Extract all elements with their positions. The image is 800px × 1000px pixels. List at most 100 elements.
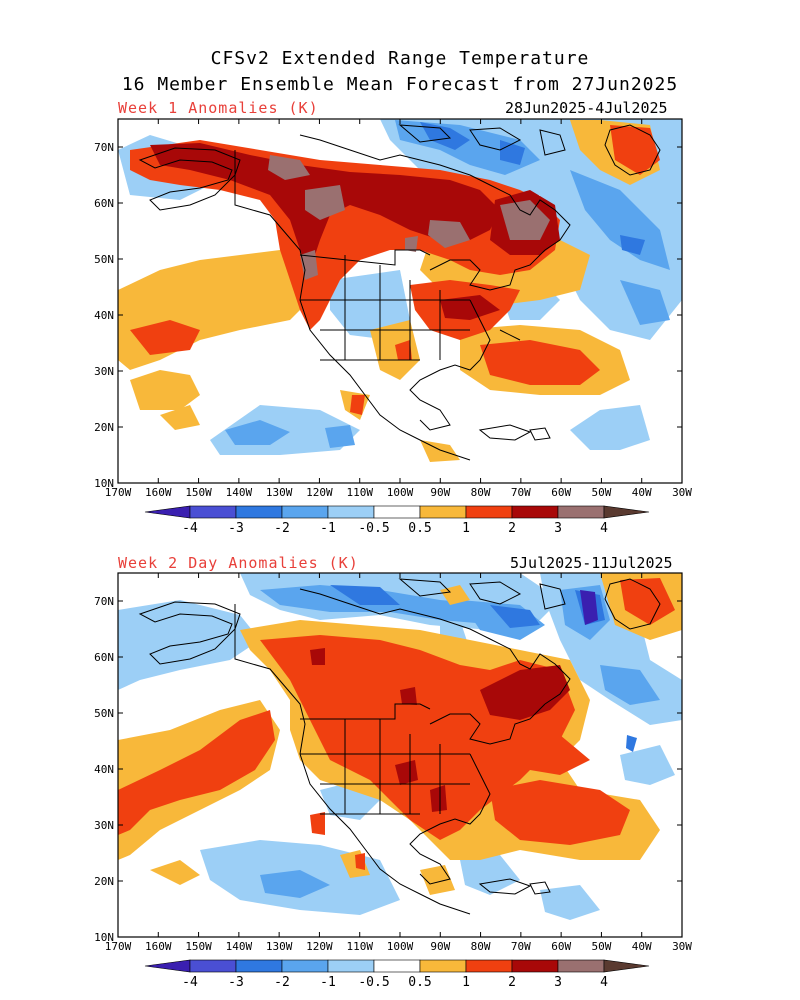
colorbar-right-arrow — [603, 505, 650, 519]
panel1-lat-label: 70N — [94, 141, 114, 154]
panel2-lat-label: 20N — [94, 875, 114, 888]
panel1-lat-label: 60N — [94, 197, 114, 210]
colorbar-label: 4 — [600, 975, 608, 990]
panel2-lon-label: 130W — [266, 940, 293, 953]
panel1-anomaly-field — [118, 119, 682, 483]
colorbar-label: -2 — [274, 521, 290, 536]
colorbar-right-arrow — [603, 959, 650, 973]
panel2-title: Week 2 Day Anomalies (K) — [118, 554, 359, 572]
colorbar-label: 2 — [508, 521, 516, 536]
panel1-lon-label: 160W — [145, 486, 172, 499]
colorbar-swatch — [419, 505, 467, 519]
panel2-dates: 5Jul2025-11Jul2025 — [510, 554, 673, 572]
colorbar-swatch — [235, 505, 283, 519]
colorbar-swatch — [189, 505, 237, 519]
colorbar-label: 3 — [554, 521, 562, 536]
panel2-lat-label: 40N — [94, 763, 114, 776]
panel1-lon-label: 70W — [511, 486, 531, 499]
panel1-lon-label: 80W — [471, 486, 491, 499]
panel1-title: Week 1 Anomalies (K) — [118, 99, 319, 117]
panel1-lon-label: 40W — [632, 486, 652, 499]
colorbar-swatch — [557, 505, 605, 519]
panel2-lat-label: 60N — [94, 651, 114, 664]
panel1-dates: 28Jun2025-4Jul2025 — [505, 99, 668, 117]
colorbar-label: 1 — [462, 521, 470, 536]
colorbar-swatch — [189, 959, 237, 973]
panel1-lat-label: 10N — [94, 477, 114, 490]
colorbar-swatch — [511, 959, 559, 973]
chart-title-line1: CFSv2 Extended Range Temperature — [210, 48, 590, 69]
colorbar-2: -4 -3 -2 -1 -0.5 0.5 1 2 3 4 — [144, 959, 650, 990]
colorbar-swatch — [373, 959, 421, 973]
panel2-lat-label: 10N — [94, 931, 114, 944]
panel1-lat-label: 50N — [94, 253, 114, 266]
panel1-lat-label: 40N — [94, 309, 114, 322]
colorbar-label: -3 — [228, 521, 244, 536]
colorbar-label: -0.5 — [358, 521, 389, 536]
colorbar-swatch — [327, 959, 375, 973]
colorbar-label: -3 — [228, 975, 244, 990]
colorbar-label: -0.5 — [358, 975, 389, 990]
panel2-lon-label: 100W — [387, 940, 414, 953]
colorbar-label: -4 — [182, 521, 198, 536]
colorbar-swatch — [419, 959, 467, 973]
colorbar-label: 0.5 — [408, 975, 431, 990]
colorbar-1: -4 -3 -2 -1 -0.5 0.5 1 2 3 4 — [144, 505, 650, 536]
colorbar-label: -1 — [320, 975, 336, 990]
panel2-lon-label: 120W — [306, 940, 333, 953]
panel2-lon-label: 160W — [145, 940, 172, 953]
panel1-coastlines — [138, 124, 661, 461]
colorbar-swatch — [281, 959, 329, 973]
colorbar-label: 4 — [600, 521, 608, 536]
colorbar-swatch — [511, 505, 559, 519]
colorbar-label: -1 — [320, 521, 336, 536]
panel2-lon-label: 80W — [471, 940, 491, 953]
panel2-lat-label: 50N — [94, 707, 114, 720]
colorbar-swatch — [373, 505, 421, 519]
panel1-lon-label: 140W — [226, 486, 253, 499]
chart-title-line2: 16 Member Ensemble Mean Forecast from 27… — [121, 74, 679, 95]
panel2-coastlines — [138, 578, 661, 915]
panel2-lon-label: 40W — [632, 940, 652, 953]
colorbar-swatch — [557, 959, 605, 973]
panel1-lon-label: 110W — [346, 486, 373, 499]
colorbar-label: -4 — [182, 975, 198, 990]
colorbar-label: 1 — [462, 975, 470, 990]
colorbar-swatch — [465, 505, 513, 519]
panel1-lon-label: 120W — [306, 486, 333, 499]
panel1-lon-label: 170W — [105, 486, 132, 499]
panel2-lat-label: 70N — [94, 595, 114, 608]
panel1-lon-label: 100W — [387, 486, 414, 499]
panel1-axes: 170W 160W 150W 140W 130W 120W 110W 100W 90W 80W 70… — [94, 119, 692, 499]
colorbar-swatch — [327, 505, 375, 519]
panel2-lon-label: 110W — [346, 940, 373, 953]
colorbar-swatch — [465, 959, 513, 973]
colorbar-label: 3 — [554, 975, 562, 990]
colorbar-swatch — [235, 959, 283, 973]
panel2-lon-label: 70W — [511, 940, 531, 953]
panel1-lon-label: 90W — [430, 486, 450, 499]
panel2-lat-label: 30N — [94, 819, 114, 832]
panel2-lon-label: 50W — [591, 940, 611, 953]
colorbar-swatch — [281, 505, 329, 519]
panel1-lat-label: 30N — [94, 365, 114, 378]
panel2-lon-label: 90W — [430, 940, 450, 953]
colorbar-left-arrow — [144, 505, 191, 519]
panel1-lon-label: 150W — [185, 486, 212, 499]
panel1-lon-label: 130W — [266, 486, 293, 499]
colorbar-label: 2 — [508, 975, 516, 990]
panel2-lon-label: 170W — [105, 940, 132, 953]
panel2-lon-label: 30W — [672, 940, 692, 953]
colorbar-label: -2 — [274, 975, 290, 990]
panel1-lon-label: 30W — [672, 486, 692, 499]
panel2-anomaly-field — [118, 573, 682, 937]
colorbar-left-arrow — [144, 959, 191, 973]
panel1-lon-label: 50W — [591, 486, 611, 499]
panel2-lon-label: 150W — [185, 940, 212, 953]
panel2-axes: 170W 160W 150W 140W 130W 120W 110W 100W 90W 80W 70… — [94, 573, 692, 953]
colorbar-label: 0.5 — [408, 521, 431, 536]
panel1-lat-label: 20N — [94, 421, 114, 434]
panel2-lon-label: 60W — [551, 940, 571, 953]
panel1-lon-label: 60W — [551, 486, 571, 499]
